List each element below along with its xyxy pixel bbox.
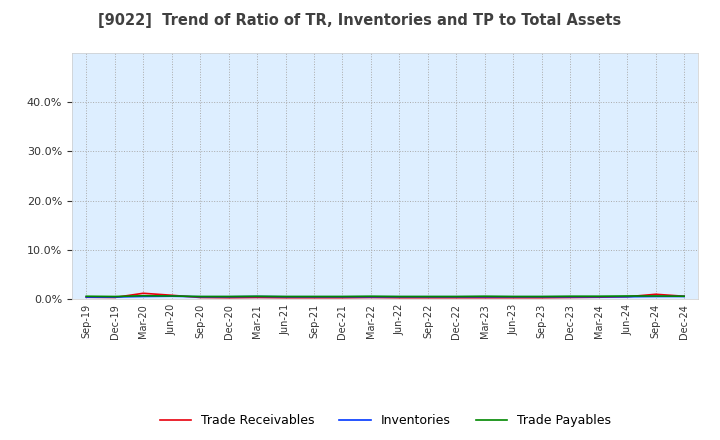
Inventories	[310, 294, 318, 299]
Inventories	[537, 294, 546, 299]
Line: Trade Payables: Trade Payables	[86, 296, 684, 297]
Inventories	[366, 294, 375, 299]
Trade Payables	[110, 294, 119, 299]
Trade Receivables	[196, 295, 204, 300]
Text: [9022]  Trend of Ratio of TR, Inventories and TP to Total Assets: [9022] Trend of Ratio of TR, Inventories…	[99, 13, 621, 28]
Trade Payables	[623, 293, 631, 299]
Inventories	[196, 294, 204, 299]
Trade Receivables	[310, 295, 318, 301]
Trade Receivables	[395, 295, 404, 301]
Trade Payables	[253, 293, 261, 299]
Trade Payables	[338, 294, 347, 299]
Inventories	[680, 294, 688, 299]
Trade Receivables	[623, 294, 631, 299]
Inventories	[480, 294, 489, 299]
Trade Receivables	[480, 295, 489, 301]
Inventories	[82, 294, 91, 300]
Inventories	[139, 294, 148, 299]
Inventories	[623, 294, 631, 299]
Legend: Trade Receivables, Inventories, Trade Payables: Trade Receivables, Inventories, Trade Pa…	[155, 409, 616, 432]
Trade Payables	[395, 294, 404, 299]
Trade Receivables	[282, 295, 290, 301]
Trade Payables	[423, 294, 432, 299]
Trade Payables	[196, 294, 204, 299]
Line: Trade Receivables: Trade Receivables	[86, 293, 684, 298]
Trade Receivables	[566, 295, 575, 300]
Trade Payables	[480, 293, 489, 299]
Trade Receivables	[82, 295, 91, 300]
Inventories	[395, 294, 404, 299]
Inventories	[167, 293, 176, 299]
Trade Receivables	[139, 291, 148, 296]
Trade Receivables	[253, 295, 261, 300]
Trade Receivables	[652, 292, 660, 297]
Inventories	[282, 294, 290, 299]
Inventories	[509, 294, 518, 299]
Inventories	[652, 294, 660, 299]
Trade Receivables	[595, 295, 603, 300]
Trade Payables	[82, 293, 91, 299]
Trade Payables	[225, 294, 233, 299]
Trade Receivables	[509, 295, 518, 301]
Trade Payables	[509, 294, 518, 299]
Trade Payables	[366, 293, 375, 299]
Trade Receivables	[680, 293, 688, 299]
Inventories	[566, 294, 575, 299]
Trade Payables	[652, 293, 660, 299]
Inventories	[423, 294, 432, 299]
Trade Payables	[167, 293, 176, 299]
Trade Receivables	[366, 295, 375, 300]
Trade Payables	[310, 294, 318, 299]
Trade Payables	[537, 294, 546, 299]
Line: Inventories: Inventories	[86, 296, 684, 297]
Trade Receivables	[338, 295, 347, 301]
Trade Receivables	[225, 295, 233, 301]
Trade Payables	[680, 293, 688, 299]
Trade Receivables	[537, 295, 546, 301]
Inventories	[253, 294, 261, 299]
Inventories	[225, 294, 233, 299]
Inventories	[595, 294, 603, 299]
Trade Payables	[139, 293, 148, 298]
Trade Payables	[566, 293, 575, 299]
Trade Receivables	[452, 295, 461, 301]
Trade Receivables	[423, 295, 432, 301]
Inventories	[338, 294, 347, 299]
Inventories	[452, 294, 461, 299]
Trade Payables	[595, 293, 603, 299]
Trade Receivables	[110, 295, 119, 300]
Trade Payables	[452, 294, 461, 299]
Trade Payables	[282, 294, 290, 299]
Trade Receivables	[167, 293, 176, 298]
Inventories	[110, 294, 119, 300]
